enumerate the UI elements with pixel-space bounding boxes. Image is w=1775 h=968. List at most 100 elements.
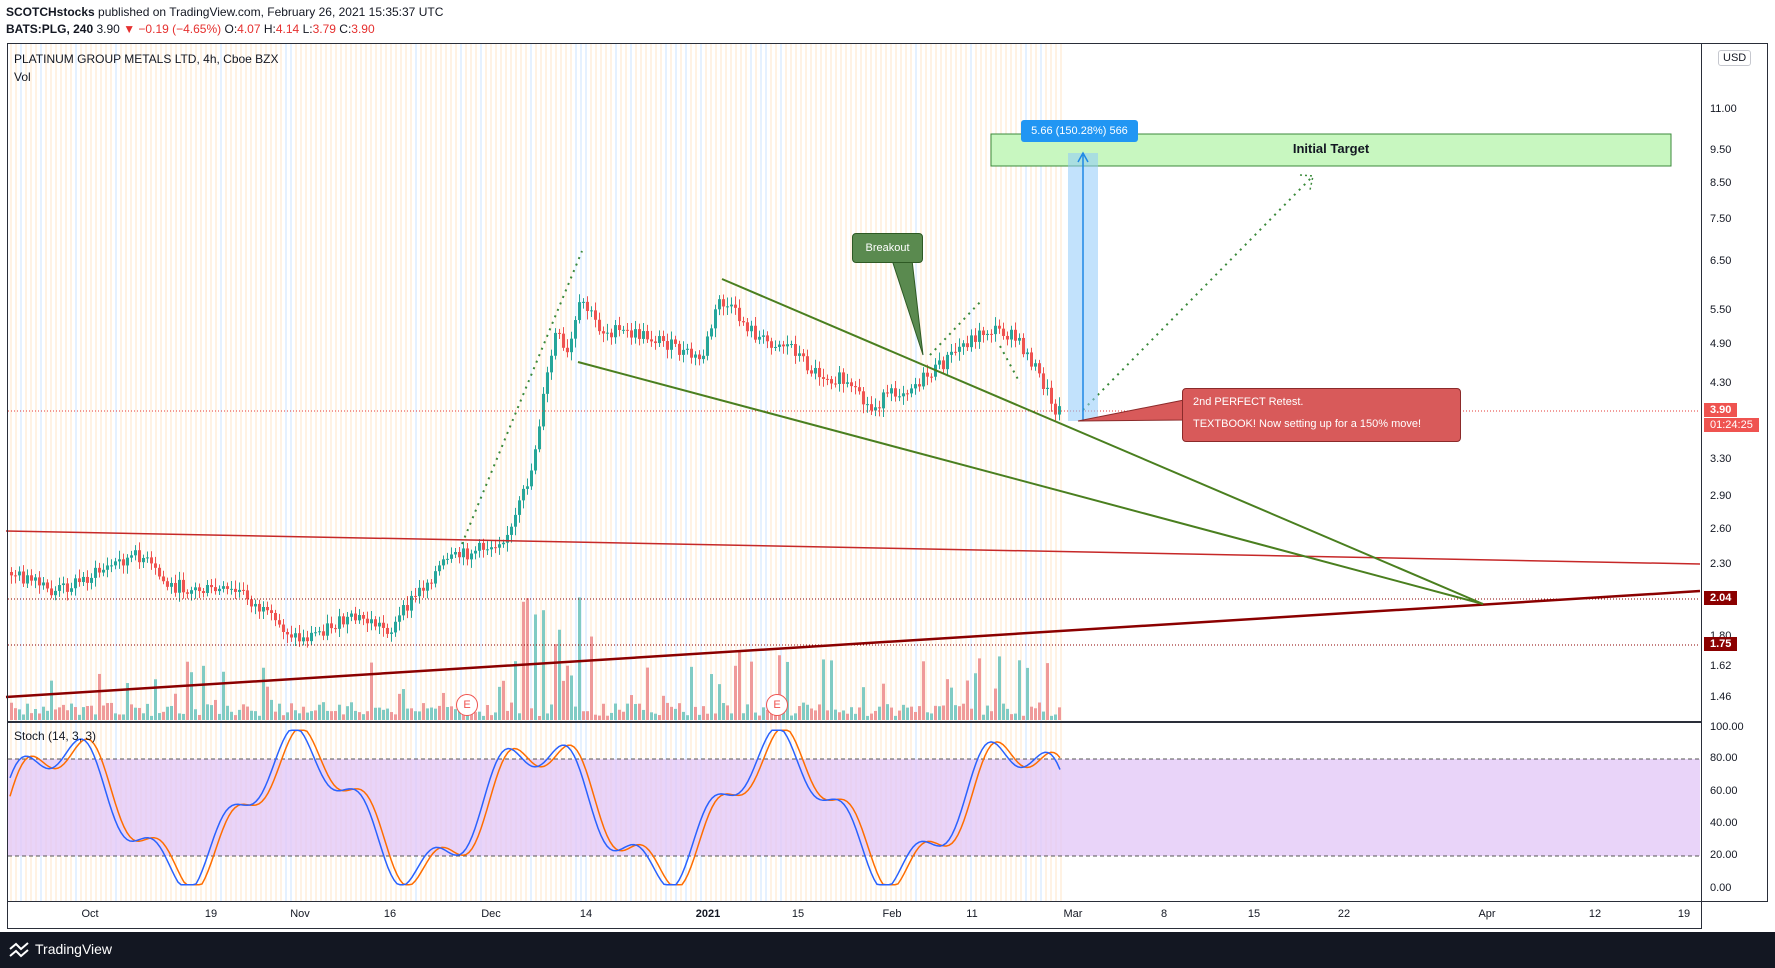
earnings-marker[interactable]: E [456, 694, 478, 716]
volume-bar [374, 707, 377, 720]
session-stripe [335, 44, 337, 901]
candle-body [74, 578, 77, 589]
candle-body [86, 576, 89, 583]
session-stripe [445, 44, 447, 901]
session-stripe [835, 44, 837, 901]
session-stripe [1050, 44, 1052, 901]
session-stripe [55, 44, 57, 901]
candle-body [310, 632, 313, 642]
breakout-callout[interactable]: Breakout [852, 233, 923, 263]
volume-bar [266, 686, 269, 720]
session-stripe [865, 44, 867, 901]
price-axis[interactable] [1701, 43, 1768, 902]
volume-bar [846, 713, 849, 720]
candle-body [10, 572, 13, 576]
volume-bar [242, 704, 245, 720]
session-stripe [205, 44, 207, 901]
time-axis[interactable] [7, 901, 1702, 929]
candle-body [130, 555, 133, 558]
candle-body [782, 344, 785, 347]
session-stripe [660, 44, 662, 901]
session-stripe [975, 44, 977, 901]
candle-body [466, 548, 469, 560]
candle-body [562, 333, 565, 348]
resistance-trendline[interactable] [5, 530, 1701, 565]
candle-body [846, 382, 849, 384]
session-stripe [920, 44, 922, 901]
volume-bar [726, 705, 729, 720]
session-stripe [405, 44, 407, 901]
stoch-k-line [9, 729, 1061, 886]
volume-bar [654, 713, 657, 720]
candle-body [870, 404, 873, 411]
candle-body [474, 550, 477, 554]
session-stripe [300, 44, 302, 901]
volume-bar [698, 714, 701, 720]
volume-bar [154, 679, 157, 720]
down-arrow-icon: ▼ [123, 22, 136, 36]
tradingview-logo-icon [9, 942, 29, 958]
session-stripe [155, 44, 157, 901]
stoch-pane[interactable] [7, 722, 1702, 902]
initial-target-label[interactable]: Initial Target [1292, 141, 1370, 156]
price-tick: 5.50 [1710, 304, 1732, 316]
session-stripe [495, 44, 497, 901]
time-tick: 19 [204, 908, 218, 920]
wedge-lower-line[interactable] [577, 361, 1484, 605]
session-stripe [110, 44, 112, 901]
candle-body [626, 329, 629, 331]
candle-body [346, 616, 349, 625]
session-stripe [130, 44, 132, 901]
chart-canvas[interactable] [0, 0, 1775, 932]
candle-body [542, 393, 545, 427]
session-stripe [510, 44, 512, 901]
volume-bar [114, 713, 117, 720]
session-stripe [860, 44, 862, 901]
candle-body [1026, 352, 1029, 355]
candle-body [290, 634, 293, 638]
candle-body [1050, 387, 1053, 404]
currency-button[interactable]: USD [1718, 50, 1752, 66]
volume-bar [18, 709, 21, 720]
volume-bar [626, 703, 629, 720]
retest-projection [999, 345, 1021, 384]
volume-bar [582, 711, 585, 720]
volume-bar [890, 707, 893, 720]
time-tick: Nov [290, 908, 310, 920]
volume-bar [694, 706, 697, 720]
retest-callout[interactable]: 2nd PERFECT Retest. TEXTBOOK! Now settin… [1182, 388, 1461, 442]
volume-bar [398, 693, 401, 720]
session-stripe [935, 44, 937, 901]
session-stripe [855, 44, 857, 901]
volume-bar [26, 703, 29, 720]
earnings-marker[interactable]: E [766, 694, 788, 716]
footer-brand[interactable]: TradingView [35, 941, 113, 957]
volume-bar [270, 699, 273, 720]
support-trendline[interactable] [5, 589, 1701, 699]
session-stripe [1035, 44, 1037, 901]
session-stripe [950, 44, 952, 901]
volume-bar [1038, 702, 1041, 720]
volume-bar [766, 709, 769, 720]
candle-body [114, 561, 117, 566]
candle-body [666, 341, 669, 350]
candle-body [962, 343, 965, 347]
session-stripe [500, 44, 502, 901]
candle-body [578, 302, 581, 321]
volume-bar [334, 711, 337, 720]
author-name[interactable]: SCOTCHstocks [6, 5, 95, 19]
candle-body [162, 576, 165, 582]
candle-body [498, 544, 501, 548]
session-stripe [345, 44, 347, 901]
open-label: O: [224, 22, 238, 36]
session-stripe [515, 44, 517, 901]
candle-body [134, 550, 137, 556]
session-stripe [340, 44, 342, 901]
session-stripe [715, 44, 717, 901]
candle-body [858, 387, 861, 392]
candle-body [698, 354, 701, 360]
volume-bar [686, 715, 689, 720]
price-tick: 8.50 [1710, 177, 1732, 189]
wedge-upper-line[interactable] [721, 278, 1484, 605]
session-stripe [890, 44, 892, 901]
